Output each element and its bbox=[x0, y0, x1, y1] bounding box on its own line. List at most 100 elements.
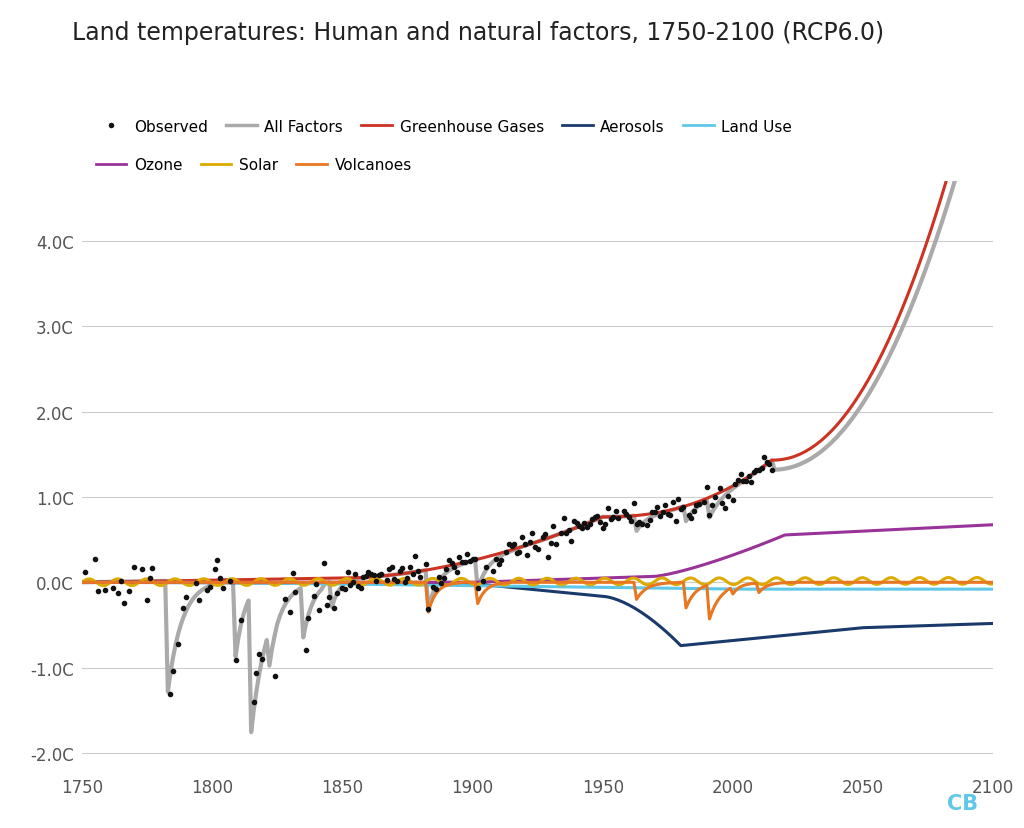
Point bbox=[464, 553, 480, 566]
Point bbox=[477, 561, 494, 574]
Point bbox=[680, 508, 696, 522]
Point bbox=[454, 556, 470, 570]
Point bbox=[698, 480, 715, 493]
Point bbox=[113, 575, 129, 588]
Point bbox=[571, 520, 588, 533]
Point bbox=[199, 584, 215, 597]
Point bbox=[288, 585, 304, 599]
Point bbox=[337, 582, 353, 595]
Point bbox=[355, 570, 372, 584]
Point bbox=[133, 562, 150, 575]
Point bbox=[654, 505, 671, 518]
Point bbox=[175, 601, 191, 614]
Point bbox=[298, 644, 314, 657]
Point bbox=[126, 561, 142, 574]
Point bbox=[443, 556, 460, 570]
Point bbox=[490, 557, 507, 570]
Point bbox=[657, 499, 674, 513]
Point bbox=[139, 594, 156, 607]
Point bbox=[577, 517, 593, 530]
Point bbox=[686, 505, 702, 518]
Point bbox=[545, 520, 561, 533]
Point bbox=[394, 561, 411, 575]
Point bbox=[322, 591, 338, 604]
Point bbox=[535, 531, 551, 544]
Point bbox=[401, 561, 418, 575]
Point bbox=[438, 562, 455, 575]
Point bbox=[553, 527, 569, 540]
Point bbox=[418, 558, 434, 571]
Point bbox=[360, 566, 377, 580]
Point bbox=[573, 522, 590, 536]
Point bbox=[509, 546, 525, 560]
Point bbox=[563, 535, 580, 548]
Point bbox=[362, 567, 379, 580]
Point bbox=[675, 500, 691, 513]
Point bbox=[430, 570, 446, 584]
Point bbox=[248, 667, 264, 681]
Point bbox=[384, 561, 400, 574]
Point bbox=[334, 582, 350, 595]
Point bbox=[413, 570, 429, 584]
Point bbox=[621, 511, 637, 524]
Point bbox=[595, 522, 611, 535]
Point bbox=[683, 512, 699, 525]
Point bbox=[673, 503, 689, 516]
Point bbox=[696, 496, 713, 509]
Point bbox=[391, 566, 408, 579]
Point bbox=[357, 570, 374, 583]
Point bbox=[111, 587, 127, 600]
Point bbox=[626, 497, 642, 510]
Point bbox=[339, 566, 355, 580]
Point bbox=[212, 571, 228, 585]
Point bbox=[410, 565, 426, 578]
Point bbox=[222, 575, 239, 588]
Point bbox=[727, 479, 743, 492]
Point bbox=[428, 582, 444, 595]
Point bbox=[470, 582, 486, 595]
Point bbox=[631, 516, 647, 529]
Legend: Ozone, Solar, Volcanoes: Ozone, Solar, Volcanoes bbox=[89, 152, 418, 179]
Point bbox=[691, 498, 708, 511]
Point bbox=[315, 557, 332, 570]
Point bbox=[327, 601, 343, 614]
Point bbox=[558, 527, 574, 540]
Point bbox=[600, 502, 616, 515]
Point bbox=[493, 554, 509, 567]
Point bbox=[459, 547, 475, 561]
Point bbox=[548, 537, 564, 551]
Point bbox=[435, 571, 452, 585]
Point bbox=[97, 584, 114, 597]
Point bbox=[540, 551, 556, 565]
Point bbox=[318, 599, 335, 612]
Point bbox=[566, 514, 583, 527]
Point bbox=[407, 549, 423, 562]
Point bbox=[386, 573, 402, 586]
Point bbox=[519, 548, 536, 561]
Point bbox=[379, 574, 395, 587]
Point bbox=[300, 611, 316, 624]
Point bbox=[561, 524, 578, 537]
Point bbox=[308, 578, 325, 591]
Point bbox=[214, 582, 230, 595]
Point bbox=[420, 603, 436, 616]
Point bbox=[506, 537, 522, 551]
Point bbox=[141, 571, 158, 585]
Point bbox=[701, 509, 718, 522]
Point bbox=[371, 569, 387, 582]
Point bbox=[617, 508, 634, 522]
Point bbox=[162, 687, 178, 700]
Point bbox=[743, 476, 760, 489]
Point bbox=[253, 652, 269, 666]
Point bbox=[178, 590, 195, 604]
Point bbox=[761, 458, 777, 471]
Point bbox=[467, 552, 483, 566]
Point bbox=[720, 489, 736, 503]
Point bbox=[634, 518, 650, 531]
Point bbox=[524, 527, 541, 541]
Point bbox=[511, 546, 527, 559]
Point bbox=[452, 551, 468, 564]
Point bbox=[605, 511, 622, 524]
Point bbox=[282, 605, 298, 619]
Point bbox=[735, 475, 752, 489]
